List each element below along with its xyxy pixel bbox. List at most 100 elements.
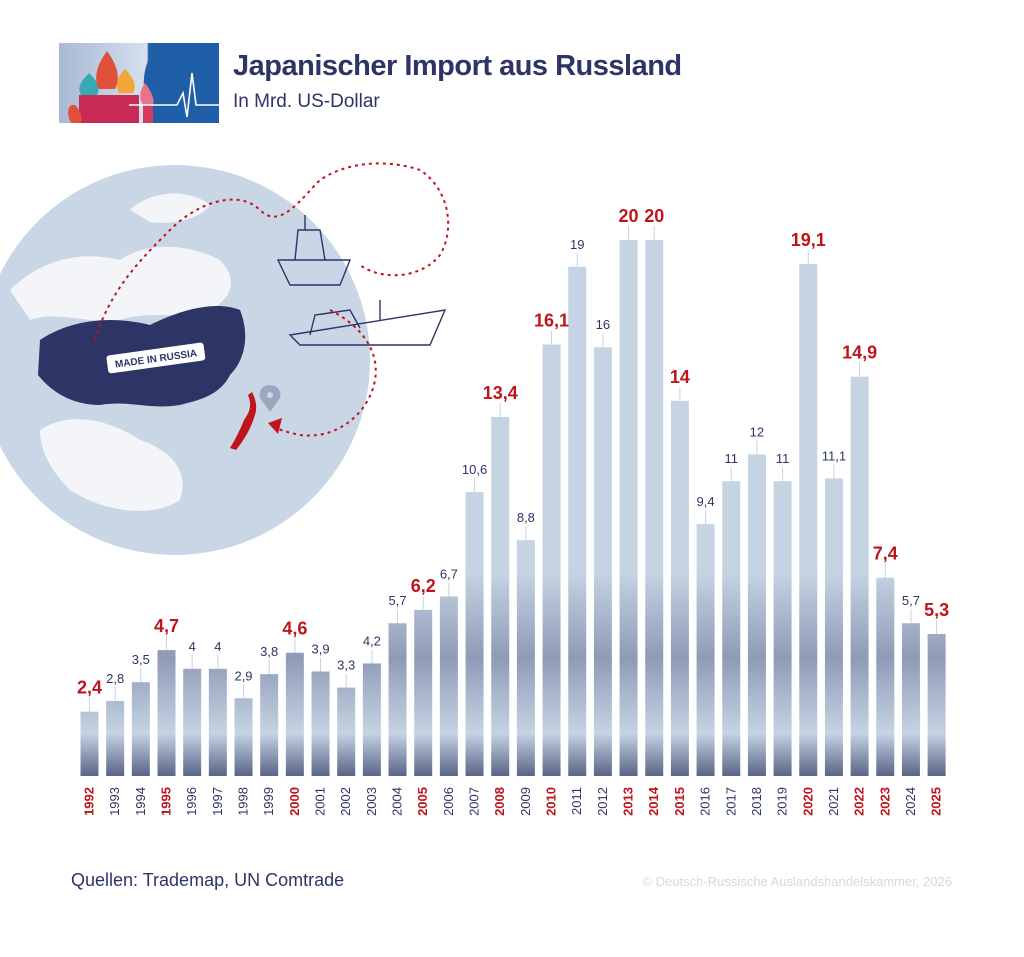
- year-label-1992: 1992: [82, 787, 97, 816]
- year-label-2015: 2015: [672, 787, 687, 816]
- year-label-2021: 2021: [826, 787, 841, 816]
- year-label-1997: 1997: [210, 787, 225, 816]
- bar-2003: [362, 663, 381, 776]
- year-label-1994: 1994: [133, 787, 148, 816]
- value-label-2019: 11: [776, 451, 790, 466]
- value-label-1997: 4: [214, 639, 221, 654]
- kremlin-domes-logo: [59, 43, 219, 123]
- value-label-2010: 16,1: [534, 311, 569, 331]
- value-label-2020: 19,1: [791, 230, 826, 250]
- year-label-1995: 1995: [159, 787, 174, 816]
- bar-2007: [465, 491, 484, 776]
- value-label-1994: 3,5: [132, 652, 150, 667]
- year-label-2024: 2024: [903, 787, 918, 816]
- value-label-2006: 6,7: [440, 566, 458, 581]
- copyright-note: © Deutsch-Russische Auslandshandelskamme…: [642, 874, 952, 889]
- value-label-1996: 4: [189, 639, 196, 654]
- value-label-2016: 9,4: [697, 494, 715, 509]
- value-label-1995: 4,7: [154, 616, 179, 636]
- bar-2002: [337, 687, 356, 776]
- bar-2005: [414, 609, 433, 776]
- year-label-1998: 1998: [236, 787, 251, 816]
- bar-1997: [208, 668, 227, 776]
- year-label-2006: 2006: [441, 787, 456, 816]
- bar-2000: [285, 652, 304, 776]
- bar-2012: [593, 347, 612, 776]
- bars-group: [80, 240, 946, 776]
- year-label-2019: 2019: [775, 787, 790, 816]
- year-label-2018: 2018: [749, 787, 764, 816]
- value-label-2007: 10,6: [462, 462, 487, 477]
- value-label-2014: 20: [644, 206, 664, 226]
- year-label-2010: 2010: [544, 787, 559, 816]
- bar-2001: [311, 671, 330, 776]
- bar-2016: [696, 524, 715, 776]
- bar-2019: [773, 481, 792, 776]
- year-label-2009: 2009: [518, 787, 533, 816]
- value-label-2023: 7,4: [873, 544, 898, 564]
- source-note: Quellen: Trademap, UN Comtrade: [71, 870, 345, 890]
- year-label-1999: 1999: [261, 787, 276, 816]
- year-label-2007: 2007: [467, 787, 482, 816]
- bar-2017: [722, 481, 741, 776]
- year-label-2002: 2002: [338, 787, 353, 816]
- bar-1992: [80, 711, 99, 776]
- bar-2021: [824, 478, 843, 776]
- year-label-2011: 2011: [569, 787, 584, 815]
- year-label-2012: 2012: [595, 787, 610, 816]
- year-label-2000: 2000: [287, 787, 302, 816]
- year-label-2022: 2022: [852, 787, 867, 816]
- bar-2024: [901, 623, 920, 776]
- year-label-2005: 2005: [415, 787, 430, 816]
- bar-1994: [131, 682, 150, 776]
- leader-lines-group: [89, 226, 938, 712]
- value-label-2021: 11,1: [822, 449, 846, 464]
- year-label-2003: 2003: [364, 787, 379, 816]
- chart-subtitle: In Mrd. US-Dollar: [233, 91, 380, 112]
- bar-2008: [491, 416, 510, 776]
- value-label-2025: 5,3: [924, 600, 949, 620]
- bar-2011: [568, 266, 587, 776]
- value-label-2022: 14,9: [842, 343, 877, 363]
- year-label-2025: 2025: [929, 787, 944, 816]
- globe-icon: MADE IN RUSSIA: [0, 162, 450, 555]
- value-label-2018: 12: [750, 424, 764, 439]
- bar-2020: [799, 264, 818, 776]
- value-label-1993: 2,8: [106, 671, 124, 686]
- value-label-2003: 4,2: [363, 633, 381, 648]
- bar-2013: [619, 240, 638, 776]
- value-label-2000: 4,6: [282, 619, 307, 639]
- year-label-2020: 2020: [800, 787, 815, 816]
- bar-2018: [747, 454, 766, 776]
- bar-1993: [106, 700, 125, 776]
- value-label-2008: 13,4: [483, 383, 518, 403]
- year-label-2014: 2014: [646, 786, 661, 816]
- bar-2009: [516, 540, 535, 776]
- bar-2022: [850, 376, 869, 776]
- year-label-2008: 2008: [492, 787, 507, 816]
- year-labels-group: 1992 1993 1994 1995 1996 1997 1998 1999 2000 2001…: [82, 786, 944, 816]
- bar-2006: [439, 596, 458, 776]
- value-label-1999: 3,8: [260, 644, 278, 659]
- value-label-2002: 3,3: [337, 658, 355, 673]
- value-labels-group: 2,4 2,8 3,5 4,7 4 4 2,9 3,8 4,6 3,9 3,3 4,2 5,7 6,2 6,…: [77, 206, 949, 698]
- year-label-1993: 1993: [107, 787, 122, 816]
- value-label-2012: 16: [596, 317, 610, 332]
- value-label-2017: 11: [725, 451, 739, 466]
- year-label-2023: 2023: [877, 787, 892, 816]
- value-label-2005: 6,2: [411, 576, 436, 596]
- bar-2004: [388, 623, 407, 776]
- value-label-1998: 2,9: [234, 668, 252, 683]
- year-label-2001: 2001: [313, 787, 328, 816]
- bar-2015: [670, 400, 689, 776]
- bar-1999: [260, 674, 279, 776]
- year-label-2016: 2016: [698, 787, 713, 816]
- year-label-1996: 1996: [184, 787, 199, 816]
- logo: [59, 43, 219, 123]
- year-label-2013: 2013: [621, 787, 636, 816]
- bar-1998: [234, 698, 253, 776]
- bar-2010: [542, 344, 561, 776]
- chart-title: Japanischer Import aus Russland: [233, 50, 682, 82]
- bar-1995: [157, 650, 176, 776]
